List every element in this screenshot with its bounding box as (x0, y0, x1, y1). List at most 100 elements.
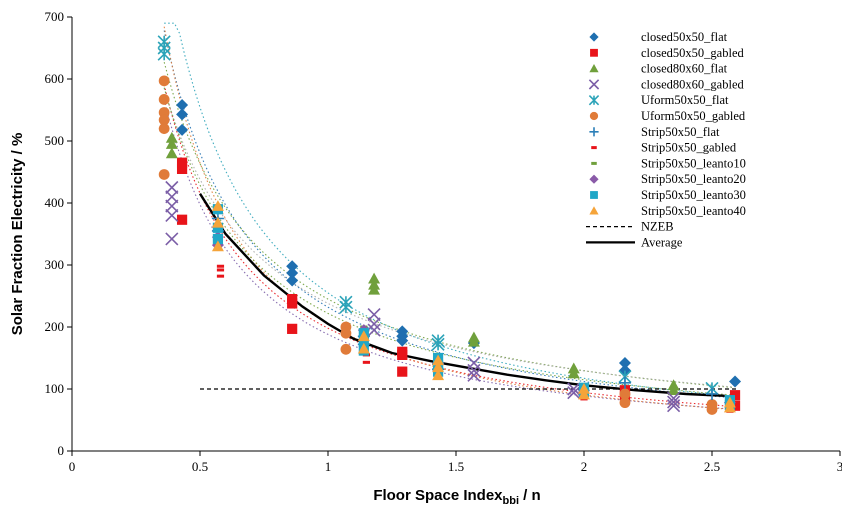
data-point (165, 180, 179, 195)
data-point (165, 131, 178, 143)
y-tick-label: 500 (45, 133, 65, 148)
legend-marker (589, 206, 599, 215)
data-point (358, 336, 369, 347)
legend-label: Strip50x50_leanto30 (641, 188, 746, 202)
legend-marker (589, 174, 599, 184)
data-point (432, 361, 445, 373)
trendlines (163, 22, 733, 411)
legend-marker (589, 111, 599, 121)
data-point (216, 268, 225, 272)
data-point (176, 123, 189, 136)
data-point (158, 107, 170, 118)
legend-marker (591, 146, 597, 150)
data-point (618, 356, 631, 369)
trendline (164, 22, 733, 397)
data-point (165, 199, 179, 213)
trendline (163, 99, 733, 410)
data-point (286, 260, 299, 273)
data-point (340, 343, 352, 355)
data-point (729, 400, 741, 411)
data-point (157, 47, 171, 61)
x-tick-label: 2 (581, 459, 588, 474)
axes: 0 100 200 300 400 500 600 700 0 0.5 1 1.5 2 2.5 3 (45, 9, 842, 474)
data-point (431, 337, 445, 351)
data-point (165, 147, 178, 159)
legend-label: closed80x60_flat (641, 62, 728, 76)
legend-label: Uform50x50_gabled (641, 109, 746, 123)
data-point (165, 190, 179, 204)
series-closed50x50_flat (176, 99, 742, 388)
data-point (211, 216, 224, 228)
legend-label: NZEB (641, 220, 674, 234)
x-tick-label: 2.5 (704, 459, 720, 474)
data-point (340, 327, 352, 339)
y-axis-title: Solar Fraction Electricity / % (9, 133, 26, 336)
legend-label: Strip50x50_leanto10 (641, 156, 746, 170)
data-point (567, 386, 581, 400)
data-point (618, 376, 631, 389)
y-tick-label: 200 (45, 319, 65, 334)
legend-label: Strip50x50_leanto20 (641, 172, 746, 186)
line-average (198, 193, 725, 397)
data-point (357, 342, 370, 354)
data-point (158, 123, 170, 134)
data-point (729, 375, 742, 388)
legend-marker (589, 32, 599, 42)
legend-marker (590, 191, 598, 199)
x-axis-title-tail: / n (519, 487, 541, 504)
series-Uform50x50_flat (157, 35, 719, 395)
data-point (287, 323, 298, 334)
legend-marker (591, 161, 597, 165)
x-axis-title-main: Floor Space Index (373, 487, 503, 504)
legend-marker (588, 79, 600, 90)
data-point (367, 308, 381, 322)
data-point (212, 233, 224, 245)
data-point (158, 94, 170, 105)
legend-label: closed50x50_gabled (641, 46, 745, 60)
reference-lines (198, 193, 738, 397)
data-point (165, 208, 179, 222)
data-point (706, 387, 718, 400)
data-point (158, 75, 170, 87)
data-point (165, 138, 178, 149)
data-point (723, 401, 736, 413)
series-Strip50x50_leanto40 (211, 200, 736, 413)
data-point (396, 334, 409, 347)
data-point (467, 363, 481, 377)
legend-label: closed80x60_gabled (641, 77, 745, 91)
series-closed80x60_flat (165, 131, 680, 396)
data-point (397, 366, 408, 377)
legend-label: Strip50x50_leanto40 (641, 204, 746, 218)
data-point (158, 114, 170, 126)
series-Strip50x50_leanto20 (211, 231, 736, 409)
data-point (467, 335, 480, 347)
legend: closed50x50_flat closed50x50_gabledclosed… (586, 30, 746, 249)
x-tick-label: 0 (69, 459, 76, 474)
legend-label: closed50x50_flat (641, 30, 728, 44)
data-point (286, 274, 299, 287)
data-points (157, 35, 742, 415)
data-point (567, 367, 580, 379)
legend-marker (588, 95, 600, 106)
x-tick-label: 1.5 (448, 459, 464, 474)
y-tick-label: 0 (58, 443, 65, 458)
x-tick-label: 0.5 (192, 459, 208, 474)
data-point (729, 390, 741, 401)
legend-label: Strip50x50_flat (641, 125, 720, 139)
legend-label: Average (641, 235, 683, 249)
data-point (432, 354, 445, 366)
y-tick-label: 700 (45, 9, 65, 24)
data-point (578, 383, 590, 394)
data-point (667, 384, 680, 396)
data-point (432, 369, 445, 381)
y-tick-label: 300 (45, 257, 65, 272)
data-point (176, 108, 189, 121)
data-point (397, 349, 408, 360)
data-point (211, 200, 224, 211)
data-point (216, 274, 225, 278)
x-axis-title-sub: bbi (503, 495, 520, 506)
x-tick-label: 1 (325, 459, 332, 474)
y-tick-label: 600 (45, 71, 65, 86)
legend-marker (590, 48, 598, 57)
